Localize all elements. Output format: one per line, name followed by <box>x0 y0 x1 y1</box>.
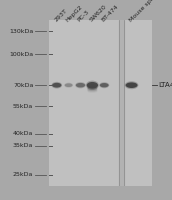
Text: Mouse spleen: Mouse spleen <box>128 0 162 23</box>
Ellipse shape <box>76 83 85 87</box>
Text: 100kDa: 100kDa <box>9 52 33 57</box>
Ellipse shape <box>126 82 137 88</box>
Ellipse shape <box>99 82 109 88</box>
Ellipse shape <box>87 85 98 89</box>
Ellipse shape <box>51 82 62 89</box>
Text: LTA4H: LTA4H <box>158 82 172 88</box>
Text: PC-3: PC-3 <box>77 9 91 23</box>
Text: HepG2: HepG2 <box>65 4 84 23</box>
Text: 25kDa: 25kDa <box>13 172 33 177</box>
Ellipse shape <box>65 83 73 87</box>
Ellipse shape <box>64 83 73 88</box>
Text: 40kDa: 40kDa <box>13 131 33 136</box>
Text: SW620: SW620 <box>89 4 108 23</box>
Text: 293T: 293T <box>53 8 68 23</box>
Ellipse shape <box>87 88 98 92</box>
Ellipse shape <box>52 83 61 88</box>
Ellipse shape <box>87 82 98 88</box>
Ellipse shape <box>87 87 98 91</box>
Text: 70kDa: 70kDa <box>13 83 33 88</box>
Text: BT-474: BT-474 <box>101 4 120 23</box>
Ellipse shape <box>100 83 109 87</box>
Bar <box>119 20 124 186</box>
Ellipse shape <box>87 86 98 90</box>
Ellipse shape <box>87 83 98 87</box>
Ellipse shape <box>87 84 98 88</box>
Text: 55kDa: 55kDa <box>13 104 33 109</box>
Ellipse shape <box>86 81 99 90</box>
Ellipse shape <box>75 82 86 88</box>
Text: 35kDa: 35kDa <box>13 143 33 148</box>
Text: 130kDa: 130kDa <box>9 29 33 34</box>
Ellipse shape <box>125 81 138 89</box>
